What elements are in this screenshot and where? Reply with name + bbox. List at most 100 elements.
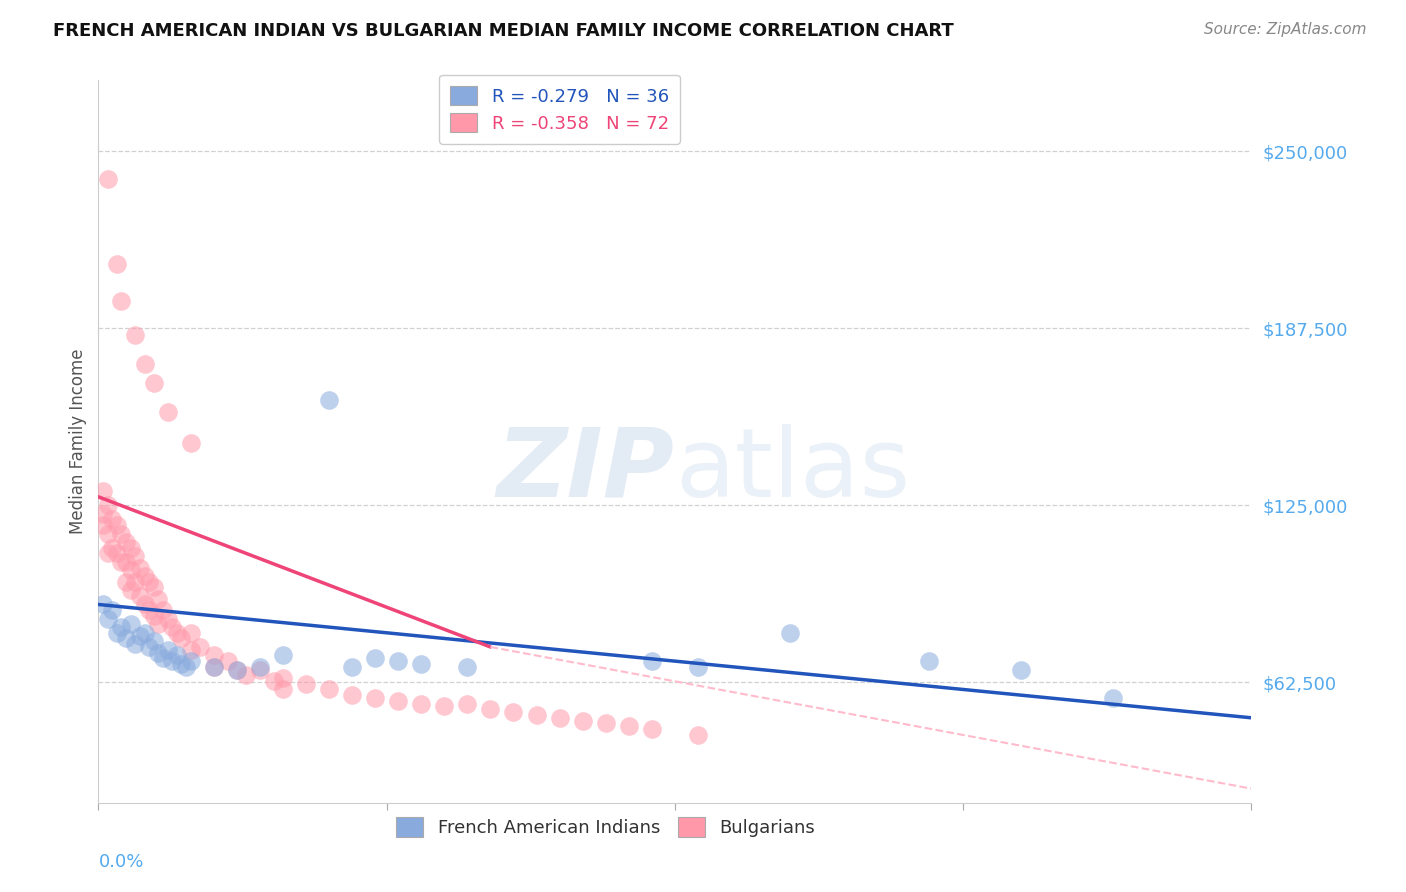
Point [271,682,294,697]
Point [249,660,271,674]
Point [411,697,433,711]
Point [105,546,128,560]
Point [148,617,170,632]
Point [101,512,124,526]
Point [120,541,142,555]
Point [170,632,193,646]
Point [110,555,132,569]
Point [134,625,156,640]
Point [142,608,165,623]
Point [124,574,146,589]
Point [641,722,664,736]
Point [387,694,409,708]
Point [115,535,138,549]
Point [526,708,548,723]
Point [180,625,202,640]
Point [105,257,128,271]
Point [115,574,138,589]
Point [97,172,120,186]
Point [134,357,156,371]
Point [188,640,211,654]
Point [91,484,114,499]
Point [1102,690,1125,705]
Point [134,569,156,583]
Point [411,657,433,671]
Point [502,705,524,719]
Point [479,702,502,716]
Text: 0.0%: 0.0% [98,854,143,871]
Point [120,564,142,578]
Point [152,603,174,617]
Point [105,625,128,640]
Point [138,574,160,589]
Point [97,546,120,560]
Point [225,663,247,677]
Point [686,728,709,742]
Point [142,581,165,595]
Point [271,671,294,685]
Point [318,682,340,697]
Point [340,688,363,702]
Text: ZIP: ZIP [496,424,675,517]
Point [180,654,202,668]
Point [142,376,165,391]
Point [160,620,183,634]
Point [249,663,271,677]
Point [115,632,138,646]
Point [101,541,124,555]
Point [110,294,132,309]
Point [105,518,128,533]
Point [548,711,571,725]
Text: Source: ZipAtlas.com: Source: ZipAtlas.com [1204,22,1367,37]
Point [686,660,709,674]
Point [180,642,202,657]
Point [120,617,142,632]
Y-axis label: Median Family Income: Median Family Income [69,349,87,534]
Point [91,518,114,533]
Point [456,697,478,711]
Point [152,651,174,665]
Point [148,646,170,660]
Point [138,640,160,654]
Point [115,555,138,569]
Point [571,714,593,728]
Point [364,690,387,705]
Point [110,620,132,634]
Point [170,657,193,671]
Point [917,654,939,668]
Point [129,629,152,643]
Text: atlas: atlas [675,424,910,517]
Point [202,648,225,663]
Point [110,526,132,541]
Point [217,654,239,668]
Point [295,677,318,691]
Point [1010,663,1032,677]
Point [129,589,152,603]
Point [124,549,146,564]
Point [166,625,188,640]
Point [142,634,165,648]
Point [364,651,387,665]
Point [271,648,294,663]
Point [129,560,152,574]
Point [202,660,225,674]
Point [433,699,456,714]
Point [235,668,257,682]
Point [101,603,124,617]
Point [387,654,409,668]
Point [138,603,160,617]
Point [225,663,247,677]
Point [779,625,801,640]
Point [180,436,202,450]
Point [124,328,146,343]
Point [263,673,285,688]
Point [148,591,170,606]
Point [202,660,225,674]
Point [97,498,120,512]
Point [318,393,340,408]
Point [91,507,114,521]
Point [97,526,120,541]
Point [156,642,179,657]
Point [120,583,142,598]
Point [134,598,156,612]
